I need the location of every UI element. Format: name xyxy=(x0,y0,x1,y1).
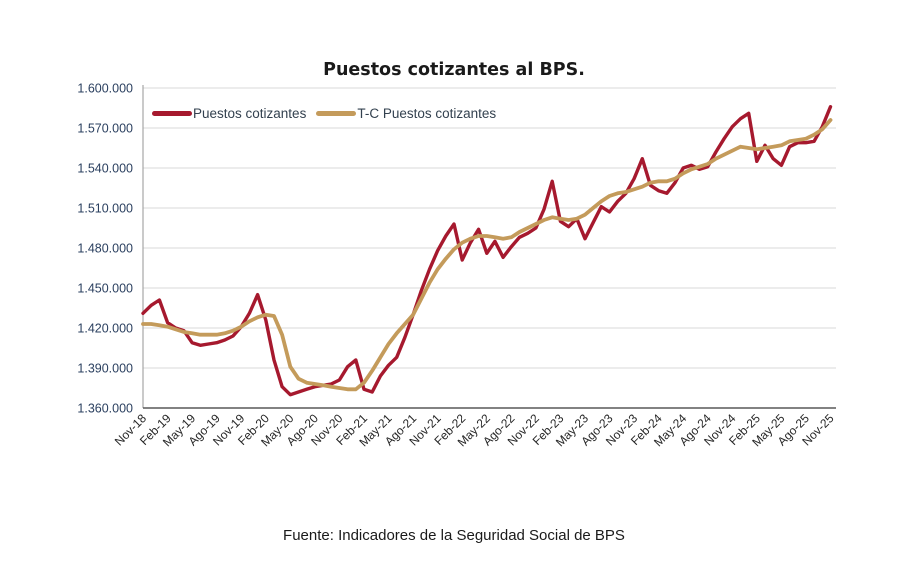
series-line-tc-puestos-cotizantes xyxy=(141,118,833,392)
legend-label: Puestos cotizantes xyxy=(193,106,307,121)
y-axis-tick-label: 1.480.000 xyxy=(77,242,133,256)
y-axis-tick-label: 1.600.000 xyxy=(77,82,133,96)
y-axis-tick-label: 1.450.000 xyxy=(77,282,133,296)
chart-title: Puestos cotizantes al BPS. xyxy=(323,59,585,80)
legend-swatch-red-line-icon xyxy=(152,111,192,116)
source-note: Fuente: Indicadores de la Seguridad Soci… xyxy=(283,527,625,544)
legend-item-tc-puestos-cotizantes[interactable]: T-C Puestos cotizantes xyxy=(316,106,496,121)
y-axis-tick-label: 1.390.000 xyxy=(77,362,133,376)
y-axis-tick-label: 1.420.000 xyxy=(77,322,133,336)
y-axis-tick-label: 1.540.000 xyxy=(77,162,133,176)
chart-container: Puestos cotizantes al BPS. 1.360.000 1.39… xyxy=(77,59,836,450)
y-axis-tick-label: 1.510.000 xyxy=(77,202,133,216)
line-chart-canvas: 1.360.000 1.390.000 1.420.000 1.450.000 1.48… xyxy=(77,82,836,450)
y-axis-tick-label: 1.360.000 xyxy=(77,402,133,416)
legend-swatch-tan-line-icon xyxy=(316,111,357,116)
legend-item-puestos-cotizantes[interactable]: Puestos cotizantes xyxy=(152,106,306,121)
legend-label: T-C Puestos cotizantes xyxy=(357,106,497,121)
series-line-puestos-cotizantes xyxy=(141,104,833,397)
y-axis-tick-label: 1.570.000 xyxy=(77,122,133,136)
chart-legend: Puestos cotizantes T-C Puestos cotizante… xyxy=(152,106,496,121)
